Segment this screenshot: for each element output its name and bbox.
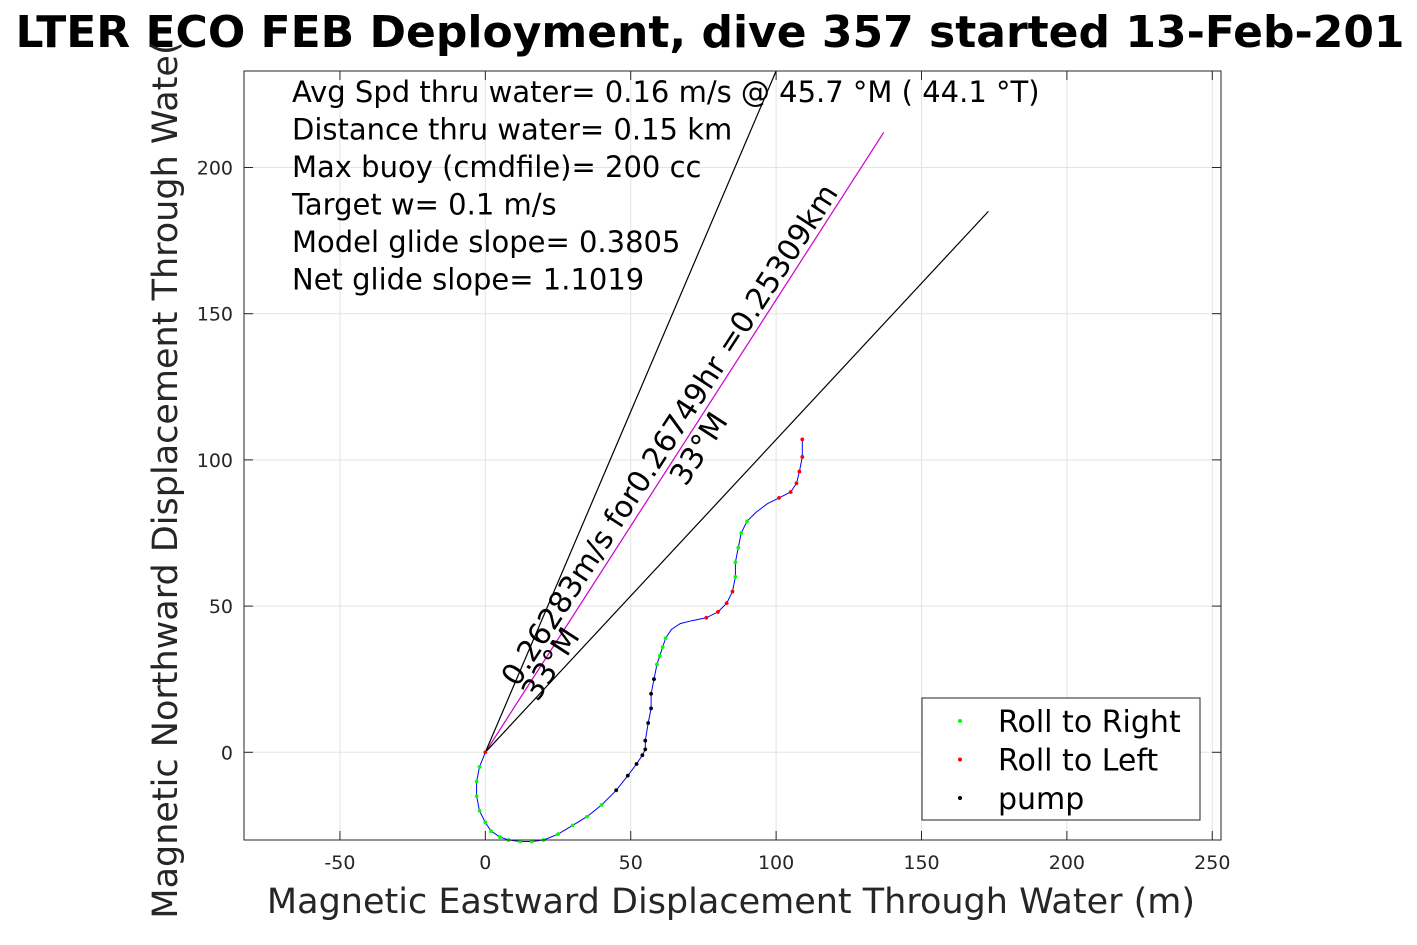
legend-box [921,697,1201,821]
point-roll-to-right [657,653,662,658]
legend-marker [958,796,962,800]
point-pump [643,747,648,752]
legend-label: Roll to Left [998,744,1158,779]
info-line: Avg Spd thru water= 0.16 m/s @ 45.7 °M (… [292,75,1040,109]
point-pump [640,753,645,758]
legend-label: pump [998,782,1084,817]
point-roll-to-right [660,645,665,649]
x-tick-label: -50 [324,852,355,874]
point-roll-to-right [745,519,749,524]
point-roll-to-left [777,495,781,500]
tick-marks [244,71,1221,840]
point-roll-to-right [489,829,494,834]
point-pump [614,788,619,793]
point-roll-to-right [483,820,488,825]
point-roll-to-right [663,636,668,641]
x-tick-label: 150 [903,852,939,874]
info-line: Max buoy (cmdfile)= 200 cc [292,150,701,184]
point-roll-to-right [570,823,575,828]
point-pump [625,773,630,778]
point-pump [652,677,656,682]
point-roll-to-left [704,615,709,620]
x-tick-label: 250 [1194,852,1230,874]
y-tick-label: 150 [197,304,233,326]
point-roll-to-left [483,750,488,755]
reference-lines [484,70,989,753]
x-tick-labels: -50 0 50 100 150 200 250 [324,852,1230,874]
point-pump [649,691,653,696]
point-roll-to-right [474,779,479,784]
x-tick-label: 200 [1049,852,1085,874]
point-pump [649,706,653,711]
point-roll-to-right [654,662,659,667]
point-roll-to-right [474,794,479,799]
point-roll-to-right [529,839,534,844]
y-tick-labels: 0 50 100 150 200 [197,157,233,764]
axes-box [243,70,1222,841]
point-roll-to-right [497,835,502,839]
point-pump [634,762,639,766]
chart-title: LTER ECO FEB Deployment, dive 357 starte… [15,7,1404,58]
info-line: Target w= 0.1 m/s [291,188,557,222]
grid [244,71,1221,840]
point-roll-to-right [733,560,738,565]
point-roll-to-left [800,437,805,442]
info-text: Avg Spd thru water= 0.16 m/s @ 45.7 °M (… [291,75,1040,297]
y-tick-label: 50 [209,596,233,618]
point-roll-to-right [599,803,604,807]
point-pump [643,738,648,743]
point-roll-to-left [800,455,805,459]
point-pump [646,721,651,725]
point-roll-to-right [736,545,741,550]
y-tick-label: 0 [221,742,233,764]
point-roll-to-left [797,469,802,474]
info-line: Distance thru water= 0.15 km [292,113,732,147]
point-roll-to-right [518,839,523,844]
x-tick-label: 0 [479,852,491,874]
point-roll-to-left [788,490,793,494]
y-axis-label: Magnetic Northward Displacement Through … [146,41,186,918]
point-roll-to-right [556,832,560,837]
info-line: Model glide slope= 0.3805 [292,225,680,259]
point-roll-to-left [730,589,735,594]
reference-line-right-bound [484,210,989,753]
legend-label: Roll to Right [998,705,1181,740]
legend-marker [958,757,962,762]
x-tick-label: 50 [619,852,643,874]
point-roll-to-right [739,531,744,535]
point-roll-to-right [477,765,482,769]
data-points [474,437,805,844]
x-axis-label: Magnetic Eastward Displacement Through W… [267,882,1195,922]
x-tick-label: 100 [758,852,794,874]
reference-line-left-bound [484,70,777,753]
info-line: Net glide slope= 1.1019 [292,263,644,297]
point-roll-to-right [585,814,590,819]
y-tick-label: 200 [197,157,233,179]
point-roll-to-right [477,808,482,813]
point-roll-to-left [724,601,729,606]
legend-marker [958,719,962,723]
reference-line-heading [484,132,885,753]
y-tick-label: 100 [197,450,233,472]
point-roll-to-right [733,574,738,579]
point-roll-to-left [716,610,720,614]
point-roll-to-left [794,481,799,486]
